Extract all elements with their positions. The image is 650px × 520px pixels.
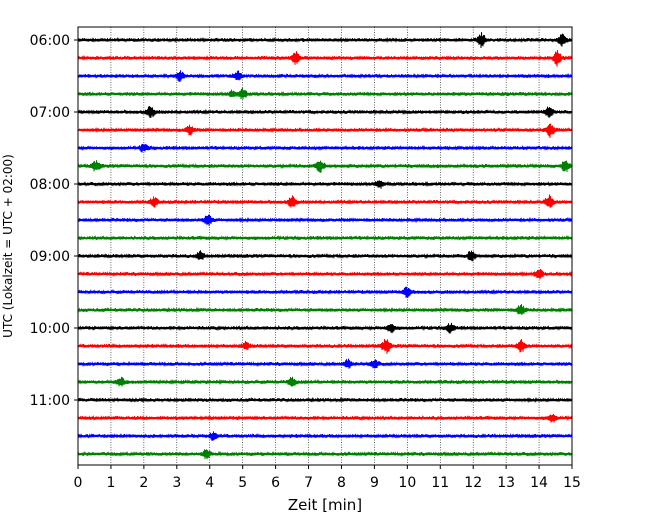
seismogram-trace-0800 — [77, 180, 573, 189]
seismogram-traces — [77, 32, 573, 460]
seismogram-trace-0700 — [77, 106, 573, 118]
x-tick-label: 13 — [497, 475, 515, 491]
x-tick-label: 5 — [238, 475, 247, 491]
seismogram-trace-1015 — [77, 339, 573, 354]
x-tick-label: 3 — [172, 475, 181, 491]
seismogram-trace-0930 — [77, 286, 573, 298]
x-tick-label: 14 — [530, 475, 548, 491]
x-tick-label: 11 — [431, 475, 449, 491]
x-tick-label: 15 — [563, 475, 581, 491]
x-tick-label: 1 — [106, 475, 115, 491]
seismogram-trace-0745 — [77, 160, 573, 173]
y-axis-label: UTC (Lokalzeit = UTC + 02:00) — [1, 154, 15, 338]
seismogram-trace-0845 — [77, 234, 573, 242]
seismogram-trace-0645 — [77, 87, 573, 100]
x-axis-label: Zeit [min] — [288, 496, 362, 514]
seismogram-trace-0915 — [77, 268, 573, 280]
seismogram-trace-0815 — [77, 194, 573, 208]
y-tick-label: 11:00 — [30, 393, 70, 409]
seismogram-trace-0730 — [77, 143, 573, 153]
seismogram-trace-0600 — [77, 32, 573, 48]
seismogram-trace-1030 — [77, 358, 573, 369]
x-tick-label: 4 — [205, 475, 214, 491]
seismogram-trace-0945 — [77, 304, 573, 315]
seismogram-trace-1000 — [77, 322, 573, 334]
y-tick-label: 08:00 — [30, 177, 70, 193]
seismogram-trace-1100 — [77, 396, 573, 404]
x-tick-label: 8 — [337, 475, 346, 491]
x-axis-ticks: 0 1 2 3 4 5 6 7 8 9 10 11 12 13 14 15 — [74, 465, 581, 491]
seismogram-trace-0830 — [77, 214, 573, 226]
seismogram-trace-0630 — [77, 70, 573, 82]
y-axis-ticks: 06:00 07:00 08:00 09:00 10:00 11:00 — [30, 33, 78, 409]
seismogram-trace-1145 — [77, 449, 573, 460]
seismogram-trace-0900 — [77, 250, 573, 262]
seismogram-trace-1115 — [77, 413, 573, 423]
y-tick-label: 07:00 — [30, 105, 70, 121]
x-tick-label: 9 — [370, 475, 379, 491]
x-tick-label: 2 — [139, 475, 148, 491]
x-tick-label: 7 — [304, 475, 313, 491]
x-tick-label: 12 — [464, 475, 482, 491]
y-tick-label: 09:00 — [30, 249, 70, 265]
y-tick-label: 06:00 — [30, 33, 70, 49]
x-tick-label: 10 — [398, 475, 416, 491]
y-tick-label: 10:00 — [30, 321, 70, 337]
grid-lines — [110, 27, 540, 465]
seismogram-trace-1130 — [77, 431, 573, 441]
seismogram-trace-0715 — [77, 123, 573, 139]
seismogram-trace-0615 — [77, 49, 573, 67]
plot-frame — [77, 26, 573, 466]
seismogram-trace-1045 — [77, 376, 573, 387]
x-tick-label: 0 — [74, 475, 83, 491]
x-tick-label: 6 — [271, 475, 280, 491]
